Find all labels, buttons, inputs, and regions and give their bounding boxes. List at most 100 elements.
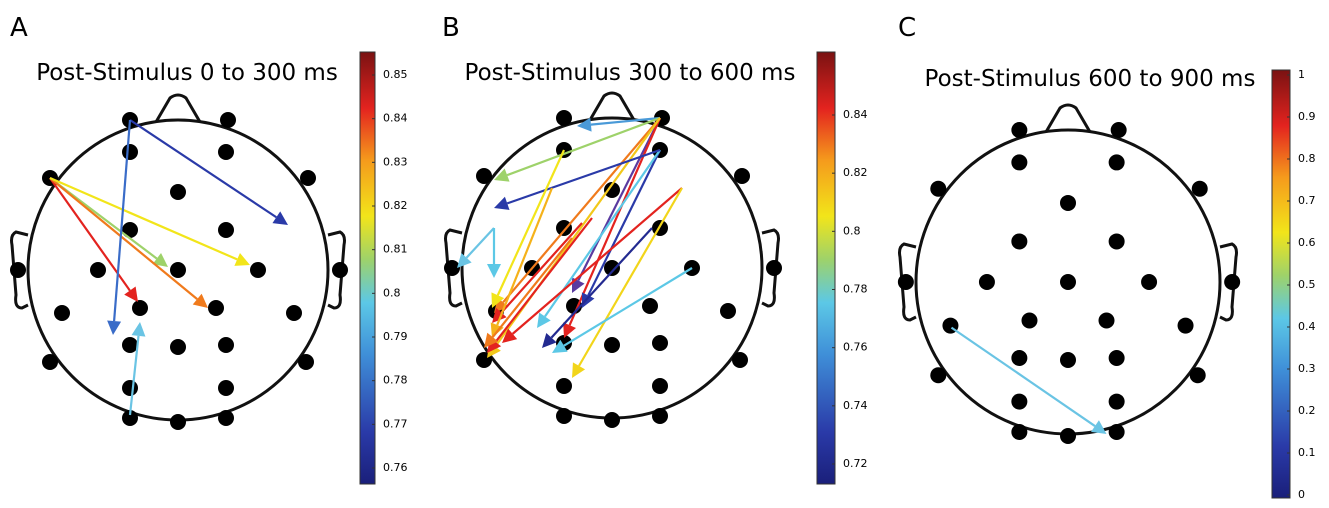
connection-arrow xyxy=(113,119,132,322)
electrode xyxy=(1108,423,1125,440)
colorbar-tick-label: 0.76 xyxy=(383,461,408,474)
colorbar xyxy=(359,51,376,485)
electrode xyxy=(476,168,492,184)
colorbar-tick-label: 0.78 xyxy=(843,283,868,296)
colorbar-tick-label: 0.83 xyxy=(383,155,408,168)
arrow-head xyxy=(581,292,595,308)
arrow-head xyxy=(542,332,557,348)
colorbar-tick-label: 0.2 xyxy=(1298,404,1316,417)
colorbar-tick-label: 0.84 xyxy=(383,112,408,125)
electrode xyxy=(652,408,668,424)
electrode xyxy=(444,260,460,276)
arrow-head xyxy=(537,312,551,328)
electrode xyxy=(298,354,314,370)
connection-arrow xyxy=(491,237,573,338)
electrode xyxy=(1060,352,1076,369)
panel-label: C xyxy=(898,13,916,43)
panel-title: Post-Stimulus 0 to 300 ms xyxy=(36,60,338,86)
electrode xyxy=(1021,312,1038,329)
electrode xyxy=(1011,122,1028,138)
electrode xyxy=(42,354,58,370)
arrow-head xyxy=(1091,420,1107,434)
electrode xyxy=(1141,274,1158,290)
electrode xyxy=(1011,154,1028,171)
connection-arrow xyxy=(578,187,683,367)
colorbar xyxy=(816,51,836,485)
electrode xyxy=(1098,312,1115,329)
colorbar-tick-label: 0.4 xyxy=(1298,320,1316,333)
colorbar-tick-label: 0.5 xyxy=(1298,278,1316,291)
nose xyxy=(588,91,636,121)
arrow-head xyxy=(572,362,586,378)
electrode xyxy=(170,339,186,355)
electrode xyxy=(220,112,236,128)
electrode xyxy=(122,222,138,238)
arrow-head xyxy=(494,168,510,182)
electrode xyxy=(556,378,572,394)
colorbar-tick-label: 0.81 xyxy=(383,243,408,256)
arrow-head xyxy=(192,293,208,308)
colorbar-tick-label: 0.79 xyxy=(383,330,408,343)
electrode xyxy=(1177,317,1194,334)
colorbar-tick-label: 0.76 xyxy=(843,341,868,354)
colorbar-tick-label: 0.72 xyxy=(843,457,868,470)
arrow-head xyxy=(494,196,510,210)
connection-arrow xyxy=(563,267,693,347)
panel-title: Post-Stimulus 600 to 900 ms xyxy=(925,66,1256,92)
connection-arrow xyxy=(49,177,198,300)
electrode xyxy=(300,170,316,186)
colorbar-tick-label: 0.8 xyxy=(1298,152,1316,165)
electrode xyxy=(332,262,348,278)
connection-arrow xyxy=(49,177,131,292)
colorbar-tick-label: 0.85 xyxy=(383,68,408,81)
connection-arrow xyxy=(587,149,661,296)
electrode xyxy=(766,260,782,276)
arrow-head xyxy=(577,117,592,132)
connection-arrow xyxy=(506,148,661,205)
electrode xyxy=(556,408,572,424)
connection-arrow xyxy=(496,149,566,296)
electrode xyxy=(556,220,572,236)
electrode xyxy=(734,168,750,184)
electrode xyxy=(1060,274,1076,290)
colorbar-tick-label: 0.8 xyxy=(843,224,861,237)
electrode xyxy=(1060,194,1076,211)
electrode xyxy=(930,367,947,384)
electrode xyxy=(90,262,106,278)
connection-arrow xyxy=(49,176,238,261)
connection-arrow xyxy=(568,117,662,326)
electrode xyxy=(1011,350,1028,366)
electrode xyxy=(10,262,26,278)
electrode xyxy=(250,262,266,278)
electrode xyxy=(897,274,914,290)
arrow-head xyxy=(552,339,568,353)
arrow-head xyxy=(152,252,168,267)
connection-arrow xyxy=(129,119,277,219)
electrode xyxy=(1108,350,1125,366)
colorbar-tick-label: 0.6 xyxy=(1298,236,1316,249)
colorbar-tick-label: 1 xyxy=(1298,68,1305,81)
arrow-head xyxy=(484,332,499,348)
colorbar-tick-label: 0.82 xyxy=(843,166,868,179)
electrode xyxy=(1191,180,1208,197)
colorbar-tick-label: 0.8 xyxy=(383,286,401,299)
electrode xyxy=(720,303,736,319)
arrow-head xyxy=(272,211,288,225)
electrode xyxy=(132,300,148,316)
electrode xyxy=(1011,423,1028,440)
connection-arrow xyxy=(494,217,593,343)
electrode xyxy=(556,110,572,126)
arrow-head xyxy=(457,252,472,268)
arrow-head xyxy=(492,307,507,323)
electrode xyxy=(604,260,620,276)
connection-arrow xyxy=(506,116,661,177)
electrode xyxy=(218,222,234,238)
colorbar-tick-label: 0.84 xyxy=(843,108,868,121)
colorbar-tick-label: 0.74 xyxy=(843,399,868,412)
connection-arrow xyxy=(590,116,661,126)
electrode xyxy=(122,410,138,426)
connection-arrow xyxy=(511,187,683,335)
electrode xyxy=(1060,428,1076,445)
connection-arrow xyxy=(465,227,495,259)
